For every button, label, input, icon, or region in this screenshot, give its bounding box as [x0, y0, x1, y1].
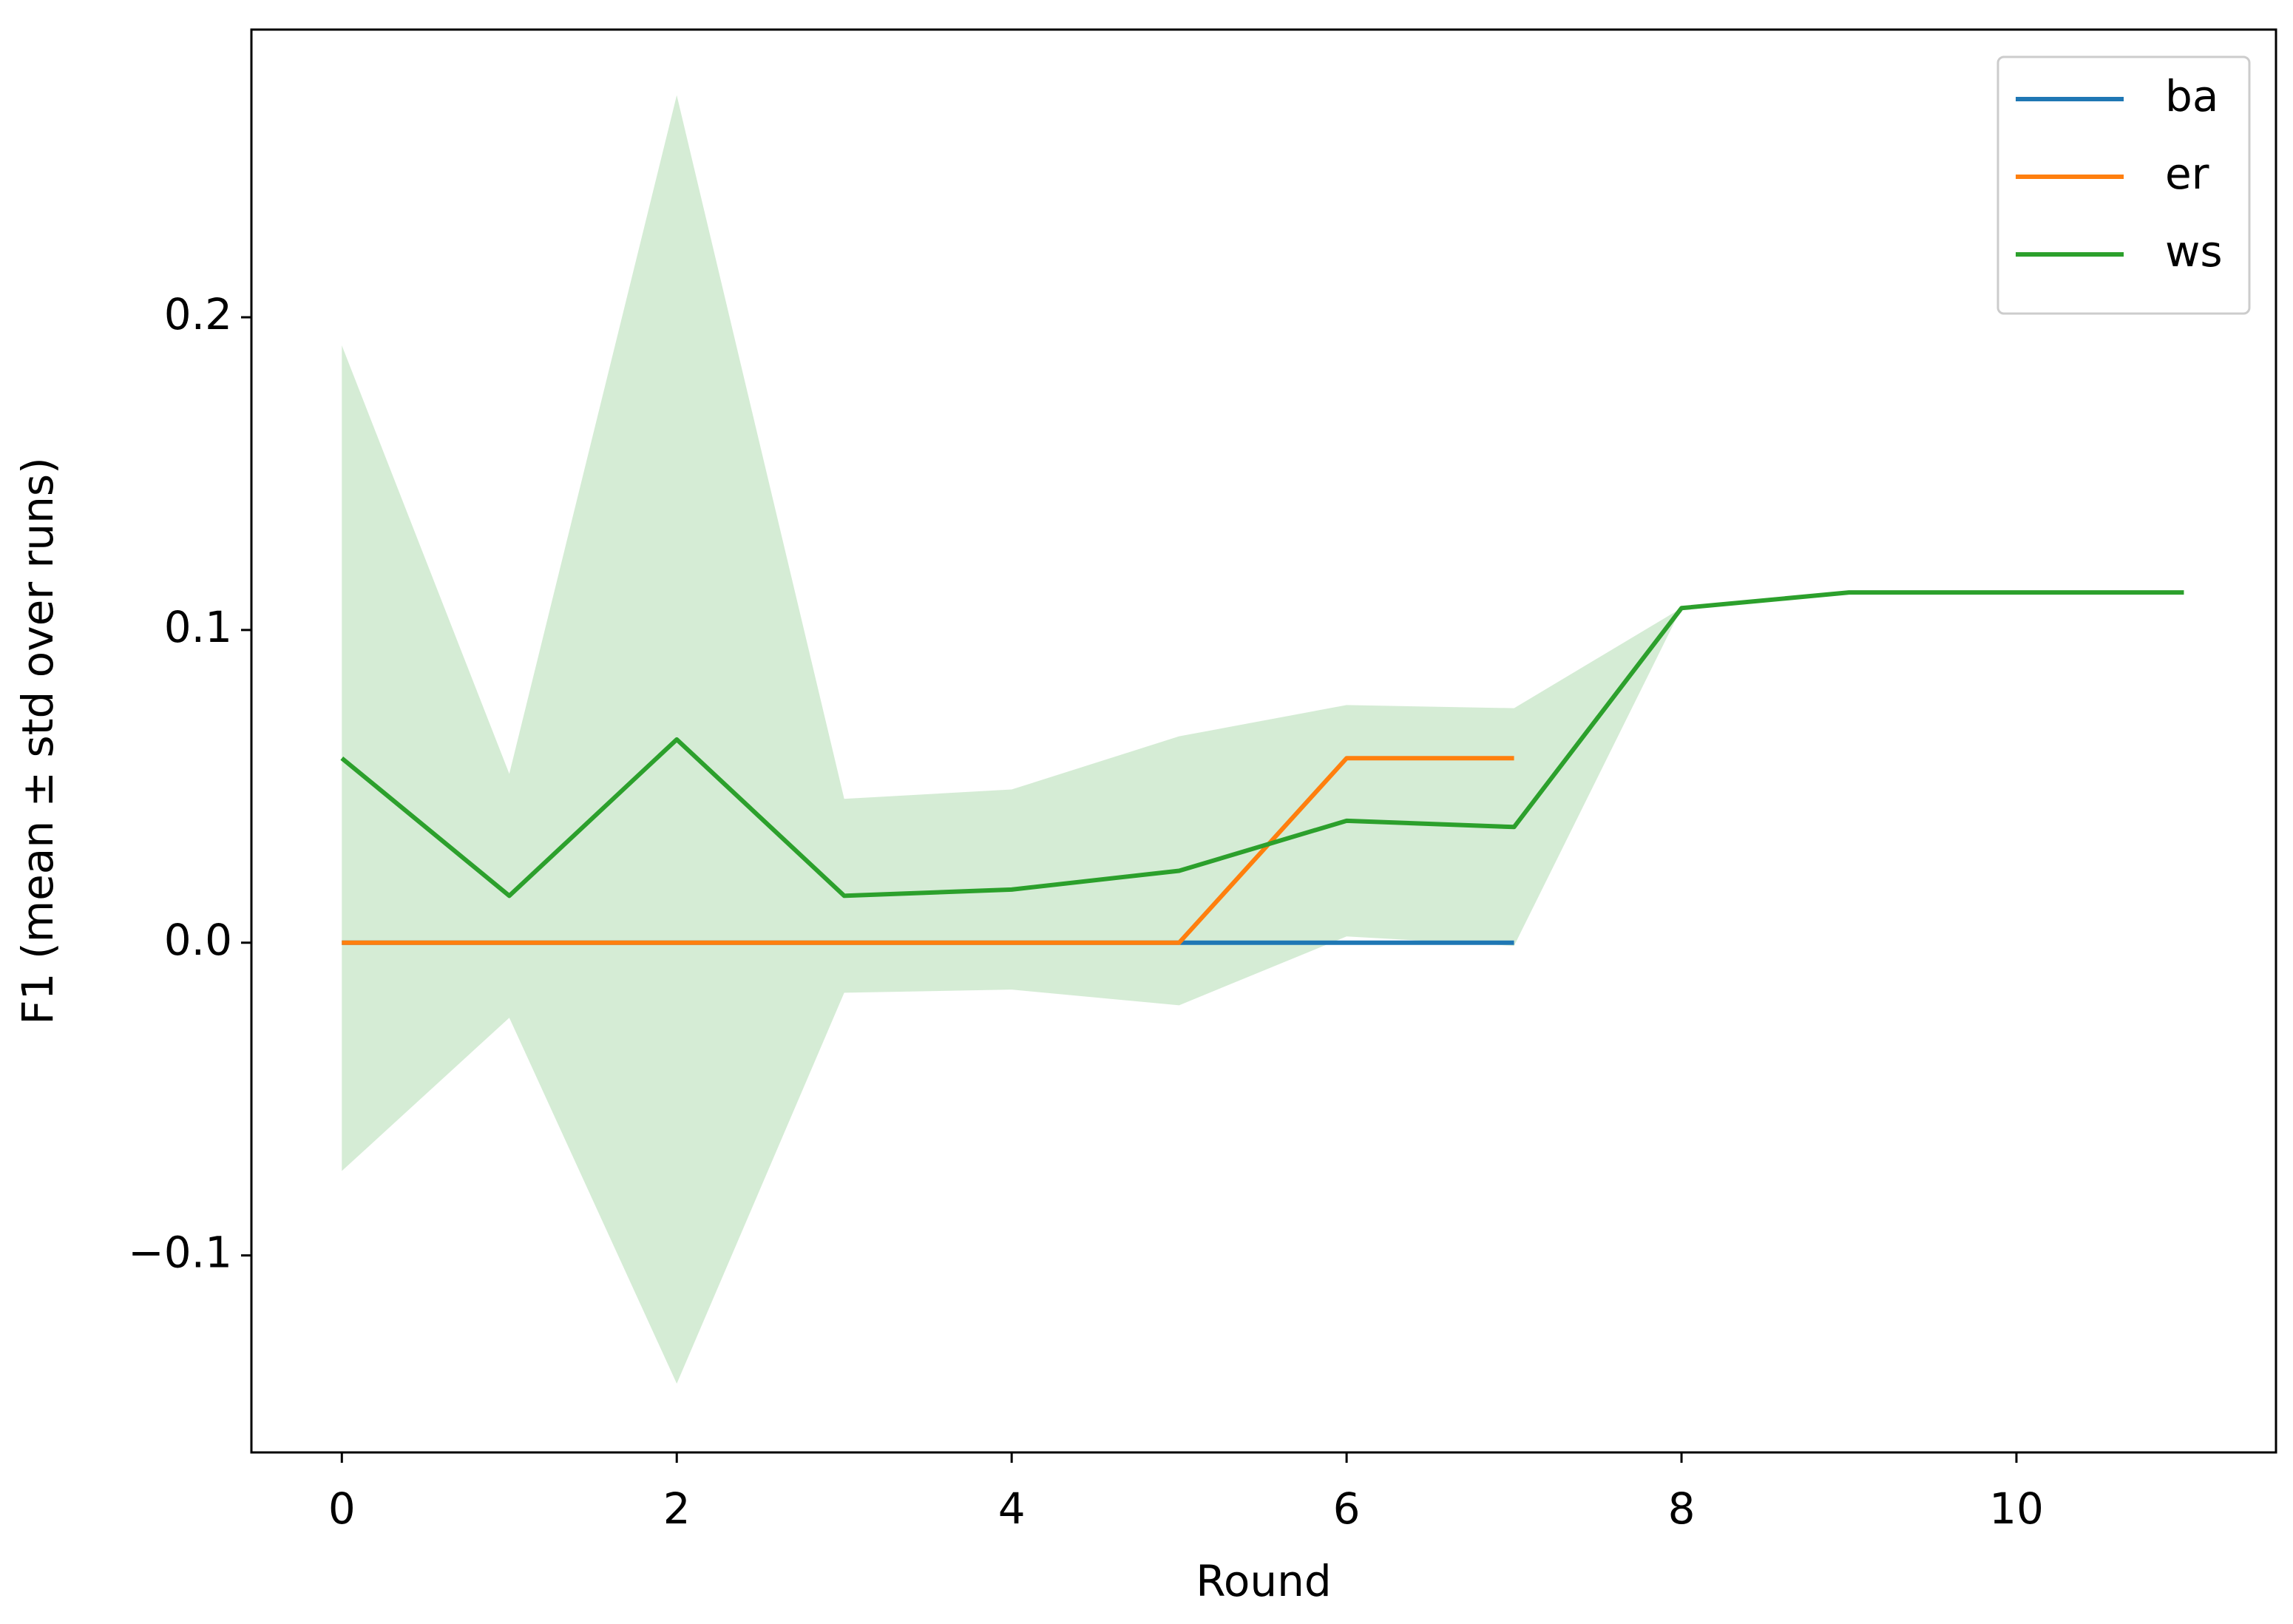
legend-box — [1996, 55, 2251, 315]
series-line — [342, 756, 1514, 945]
legend-label: ws — [2165, 226, 2223, 277]
x-tick-label: 2 — [663, 1483, 691, 1534]
x-tick-label: 10 — [1989, 1483, 2044, 1534]
y-tick-label: 0.1 — [164, 602, 232, 652]
x-tick-label: 6 — [1333, 1483, 1361, 1534]
y-axis-label: F1 (mean ± std over runs) — [13, 457, 63, 1024]
legend-label: ba — [2165, 71, 2218, 121]
y-tick-label: 0.0 — [164, 915, 232, 965]
x-tick-label: 8 — [1668, 1483, 1696, 1534]
x-axis-label: Round — [1196, 1556, 1332, 1606]
y-tick-label: 0.2 — [164, 289, 232, 339]
std-band — [342, 95, 2184, 1384]
legend-label: er — [2165, 149, 2209, 199]
plot-frame — [250, 28, 2277, 1454]
series-line — [340, 590, 2184, 899]
x-tick-label: 4 — [998, 1483, 1026, 1534]
y-tick-label: −0.1 — [128, 1228, 232, 1278]
x-tick-label: 0 — [328, 1483, 356, 1534]
